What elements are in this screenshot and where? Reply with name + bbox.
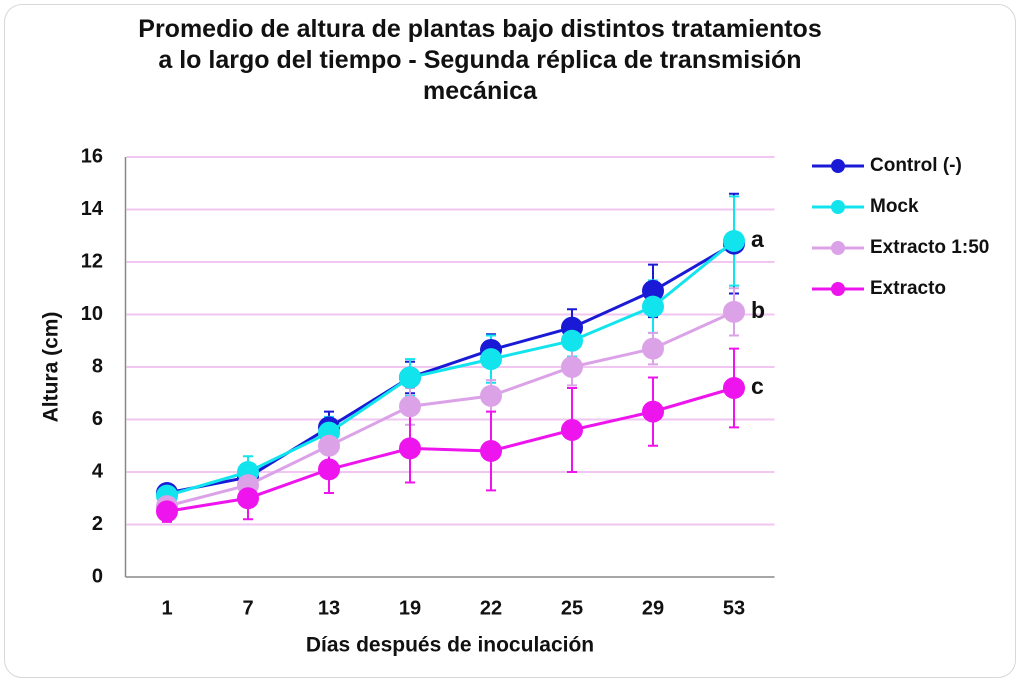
frame bbox=[4, 4, 1016, 678]
y-tick-label: 12 bbox=[81, 250, 103, 272]
point bbox=[642, 400, 664, 423]
chart-title: Promedio de altura de plantas bajo disti… bbox=[138, 15, 822, 105]
legend-marker bbox=[831, 282, 845, 296]
y-axis-label: Altura (cm) bbox=[40, 312, 63, 423]
annotation: c bbox=[751, 373, 764, 399]
point bbox=[318, 458, 340, 481]
point bbox=[237, 487, 259, 510]
y-tick-label: 14 bbox=[81, 198, 104, 220]
point bbox=[480, 384, 502, 407]
legend-label: Extracto 1:50 bbox=[870, 237, 989, 258]
y-tick-label: 8 bbox=[92, 355, 103, 377]
x-tick-label: 22 bbox=[480, 597, 502, 619]
legend-marker bbox=[831, 159, 845, 173]
point bbox=[480, 440, 502, 462]
x-tick-label: 19 bbox=[399, 597, 421, 619]
x-tick-label: 7 bbox=[242, 597, 253, 619]
x-tick-label: 53 bbox=[723, 597, 745, 619]
point bbox=[723, 300, 745, 323]
x-axis-label: Días después de inoculación bbox=[306, 634, 594, 657]
legend-marker bbox=[831, 241, 845, 255]
series-line bbox=[166, 239, 735, 498]
legend-label: Control (-) bbox=[870, 155, 962, 176]
y-tick-label: 2 bbox=[92, 513, 103, 535]
legend-label: Mock bbox=[870, 196, 919, 217]
series-line bbox=[166, 386, 735, 513]
y-tick-label: 16 bbox=[81, 145, 103, 167]
y-tick-label: 10 bbox=[81, 303, 103, 325]
series-line bbox=[166, 242, 735, 495]
point bbox=[642, 295, 664, 318]
annotation: a bbox=[751, 226, 764, 252]
point bbox=[318, 434, 340, 457]
point bbox=[642, 337, 664, 360]
point bbox=[399, 395, 421, 418]
legend-label: Extracto bbox=[870, 278, 946, 299]
point bbox=[156, 500, 178, 523]
point bbox=[642, 279, 664, 302]
point bbox=[723, 377, 745, 399]
point bbox=[561, 419, 583, 441]
x-tick-label: 1 bbox=[161, 597, 172, 619]
series-line bbox=[166, 310, 735, 508]
x-tick-label: 29 bbox=[642, 597, 664, 619]
y-tick-label: 6 bbox=[92, 408, 103, 430]
point bbox=[480, 348, 502, 371]
y-tick-label: 4 bbox=[92, 460, 104, 482]
x-tick-label: 25 bbox=[561, 597, 583, 619]
y-tick-label: 0 bbox=[92, 565, 103, 587]
annotation: b bbox=[751, 297, 765, 323]
point bbox=[723, 230, 745, 252]
point bbox=[561, 356, 583, 378]
point bbox=[399, 437, 421, 460]
legend-marker bbox=[831, 200, 845, 214]
x-tick-label: 13 bbox=[318, 597, 340, 619]
point bbox=[399, 366, 421, 389]
point bbox=[561, 329, 583, 352]
